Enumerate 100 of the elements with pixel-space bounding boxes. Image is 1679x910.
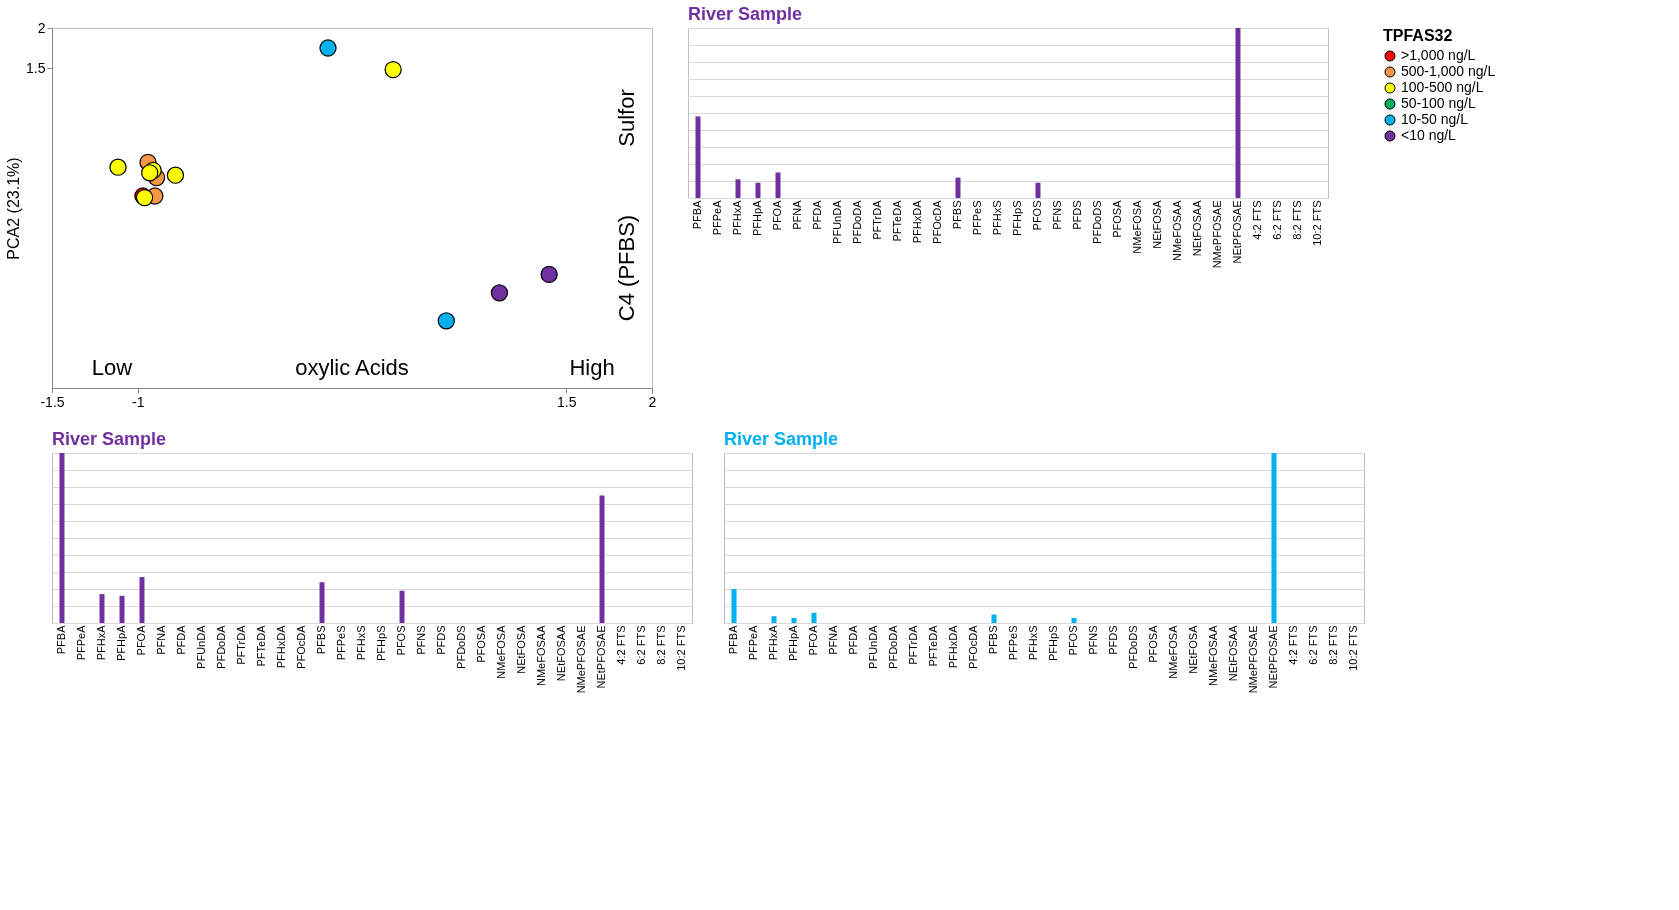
x-tick-label: PFOcDA [295,624,307,669]
x-tick-label: PFDoDA [887,624,899,669]
x-tick-label: PFTeDA [891,199,903,242]
x-tick-label: 1.5 [557,393,577,410]
x-tick-label: PFOA [135,624,147,656]
x-tick-label: PFDA [811,199,823,230]
x-tick-label: PFPeS [335,625,347,661]
x-tick-label: PFHpA [115,624,127,661]
x-tick-label: NEtPFOSAE [1267,625,1279,689]
legend-label: 10-50 ng/L [1401,111,1469,127]
x-tick-label: PFHxDA [275,624,287,669]
x-tick-label: PFPeS [1007,625,1019,661]
x-tick-label: NEtPFOSAE [1231,200,1243,264]
x-tick-label: PFDoDS [455,625,467,669]
x-tick-label: NMePFOSAE [1211,200,1223,269]
x-tick-label: 8:2 FTS [655,625,667,665]
x-tick-label: 10:2 FTS [1347,625,1359,671]
x-tick-label: 8:2 FTS [1291,200,1303,240]
x-tick-label: PFOSA [475,624,487,663]
x-tick-label: PFTeDA [255,624,267,667]
x-tick-label: NMeFOSAA [535,624,547,687]
x-tick-label: NEtFOSAA [555,624,567,682]
x-tick-label: NMeFOSAA [1207,624,1219,687]
legend-label: 50-100 ng/L [1401,95,1476,111]
x-tick-label: -1 [131,393,145,410]
x-tick-label: PFOS [395,625,407,656]
x-tick-label: PFHxS [1027,625,1039,661]
x-tick-label: 6:2 FTS [635,625,647,665]
x-tick-label: -1.5 [40,393,65,410]
x-tick-label: PFBA [55,624,67,655]
x-tick-label: NEtFOSAA [1191,199,1203,257]
annotation: High [569,355,615,380]
x-tick-label: PFOA [807,624,819,656]
x-tick-label: PFUnDA [195,624,207,669]
chart-title: River Sample [52,429,167,449]
x-tick-label: PFBS [951,200,963,230]
x-tick-label: PFPeA [747,624,759,661]
x-tick-label: PFBS [315,625,327,655]
x-tick-label: PFHpS [1011,200,1023,236]
x-tick-label: PFBS [987,625,999,655]
x-tick-label: PFOS [1031,200,1043,231]
x-tick-label: PFHpS [1047,625,1059,661]
legend-label: 500-1,000 ng/L [1401,63,1496,79]
x-tick-label: NMeFOSA [1131,199,1143,254]
x-tick-label: NMePFOSAE [1247,625,1259,694]
x-tick-label: PFOcDA [967,624,979,669]
x-tick-label: 8:2 FTS [1327,625,1339,665]
x-tick-label: PFHpA [751,199,763,236]
x-tick-label: 2 [648,393,657,410]
x-tick-label: PFOSA [1147,624,1159,663]
x-tick-label: PFOA [771,199,783,231]
x-tick-label: PFDoDS [1091,200,1103,244]
x-tick-label: PFDS [1071,200,1083,230]
x-tick-label: PFHxA [95,624,107,661]
legend-title: TPFAS32 [1383,27,1453,44]
x-tick-label: NEtPFOSAE [595,625,607,689]
x-tick-label: PFBA [727,624,739,655]
x-tick-label: PFHxDA [911,199,923,244]
x-tick-label: PFDoDS [1127,625,1139,669]
x-tick-label: PFTrDA [907,624,919,665]
x-tick-label: PFDA [175,624,187,655]
x-tick-label: NEtFOSAA [1227,624,1239,682]
legend-label: 100-500 ng/L [1401,79,1484,95]
x-tick-label: NMePFOSAE [575,625,587,694]
x-tick-label: PFPeA [711,199,723,236]
x-tick-label: PFHpS [375,625,387,661]
chart-title: River Sample [724,429,839,449]
x-tick-label: 4:2 FTS [615,625,627,665]
x-tick-label: PFNA [791,199,803,230]
x-tick-label: 4:2 FTS [1251,200,1263,240]
x-tick-label: PFDS [1107,625,1119,655]
x-tick-label: 4:2 FTS [1287,625,1299,665]
x-tick-label: PFOS [1067,625,1079,656]
y-axis-title: PCA2 (23.1%) [5,157,23,260]
x-tick-label: PFBA [691,199,703,230]
x-tick-label: PFTeDA [927,624,939,667]
x-tick-label: PFPeA [75,624,87,661]
x-tick-label: PFTrDA [871,199,883,240]
x-tick-label: PFNS [1087,625,1099,655]
x-tick-label: PFHxDA [947,624,959,669]
x-tick-label: NEtFOSA [1151,199,1163,249]
x-tick-label: NMeFOSA [495,624,507,679]
x-tick-label: 10:2 FTS [675,625,687,671]
x-tick-label: NEtFOSA [1187,624,1199,674]
x-tick-label: PFHxS [991,200,1003,236]
x-tick-label: PFHxS [355,625,367,661]
annotation: Low [91,355,133,380]
x-tick-label: NEtFOSA [515,624,527,674]
x-tick-label: PFHpA [787,624,799,661]
annotation: Sulfor [614,89,639,147]
x-tick-label: PFHxA [767,624,779,661]
legend-label: <10 ng/L [1401,127,1457,143]
chart-title: River Sample [688,4,803,24]
x-tick-label: PFTrDA [235,624,247,665]
x-tick-label: PFNS [415,625,427,655]
annotation: C4 (PFBS) [614,214,639,322]
annotation: oxylic Acids [295,355,409,380]
x-tick-label: PFDoDA [851,199,863,244]
x-tick-label: PFOcDA [931,199,943,244]
x-tick-label: PFNS [1051,200,1063,230]
